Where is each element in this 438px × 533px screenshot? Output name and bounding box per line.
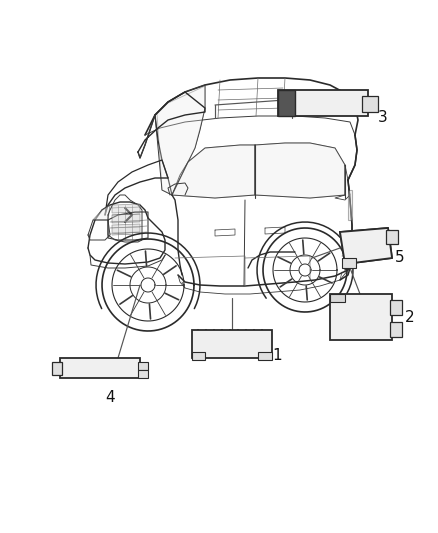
Polygon shape: [93, 205, 110, 220]
Polygon shape: [112, 204, 140, 213]
Polygon shape: [172, 145, 255, 198]
Bar: [278, 90, 368, 116]
Polygon shape: [255, 143, 345, 198]
Bar: [258, 352, 272, 360]
Bar: [390, 322, 402, 337]
Bar: [362, 96, 378, 112]
Polygon shape: [112, 214, 140, 223]
Text: 2: 2: [405, 311, 415, 326]
Text: 3: 3: [378, 110, 388, 125]
Polygon shape: [340, 228, 392, 264]
Text: 5: 5: [395, 251, 405, 265]
Bar: [138, 362, 148, 370]
Polygon shape: [348, 190, 352, 220]
Bar: [390, 300, 402, 315]
Polygon shape: [157, 86, 205, 195]
Bar: [52, 362, 62, 375]
Bar: [192, 352, 205, 360]
Bar: [60, 358, 140, 378]
Bar: [278, 90, 295, 116]
Bar: [330, 294, 392, 340]
Bar: [342, 258, 356, 268]
Polygon shape: [112, 224, 140, 233]
Bar: [330, 294, 345, 302]
Bar: [192, 330, 272, 358]
Text: 1: 1: [272, 348, 282, 362]
Text: 4: 4: [105, 390, 115, 405]
Bar: [138, 370, 148, 378]
Bar: [386, 230, 398, 244]
